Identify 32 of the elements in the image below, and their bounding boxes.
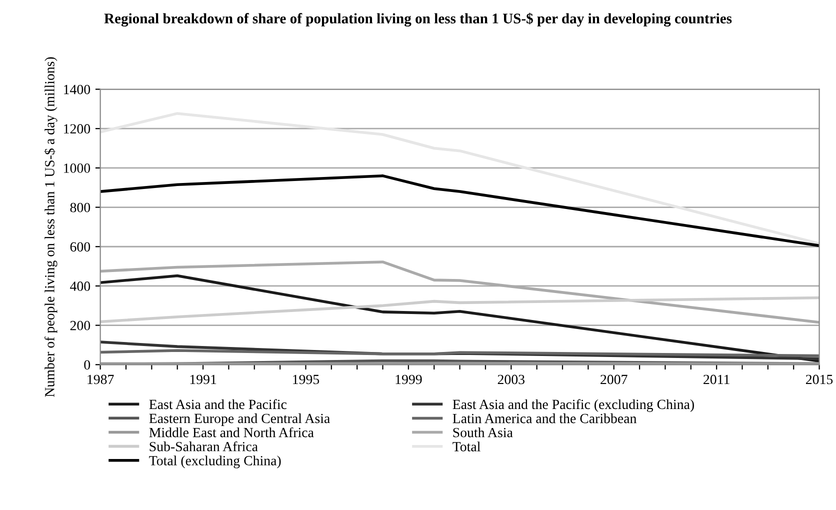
x-tick-label: 1987 xyxy=(88,374,114,384)
x-tick-label: 1995 xyxy=(293,374,320,384)
line-series xyxy=(100,274,820,362)
x-tick-label: 2007 xyxy=(600,374,628,384)
y-tick-label: 1000 xyxy=(64,164,90,173)
line-series xyxy=(100,260,820,324)
legend-label: South Asia xyxy=(453,428,513,438)
legend-label: Middle East and North Africa xyxy=(149,427,314,438)
x-tick-label: 2011 xyxy=(704,374,730,384)
x-tick-label: 2003 xyxy=(498,374,524,384)
x-tick-label: 1991 xyxy=(190,374,216,384)
y-tick-label: 800 xyxy=(70,202,90,212)
legend-label: Eastern Europe and Central Asia xyxy=(149,413,330,426)
line-series xyxy=(100,112,820,246)
line-series xyxy=(100,296,820,324)
y-tick-label: 400 xyxy=(70,282,90,291)
y-tick-label: 600 xyxy=(70,242,90,252)
legend-label: East Asia and the Pacific (excluding China) xyxy=(452,399,694,412)
y-tick-label: 200 xyxy=(70,320,90,330)
y-tick-label: 1200 xyxy=(64,124,90,134)
x-tick-label: 1999 xyxy=(396,374,422,384)
legend-label: Total (excluding China) xyxy=(149,456,281,468)
x-tick-label: 2015 xyxy=(806,374,833,384)
legend-label: Total xyxy=(452,442,480,452)
y-tick-label: 0 xyxy=(84,360,90,370)
legend-label: Latin America and the Caribbean xyxy=(452,413,636,424)
legend-label: Sub-Saharan Africa xyxy=(150,441,258,452)
legend-label: East Asia and the Pacific xyxy=(149,399,287,410)
y-tick-label: 1400 xyxy=(64,84,90,94)
y-axis-title: Number of people living on less than 1 US-$ a day (millions) xyxy=(44,57,58,397)
line-series xyxy=(100,174,820,248)
chart-title: Regional breakdown of share of population living on less than 1 US-$ per day in developing countries xyxy=(104,12,732,27)
